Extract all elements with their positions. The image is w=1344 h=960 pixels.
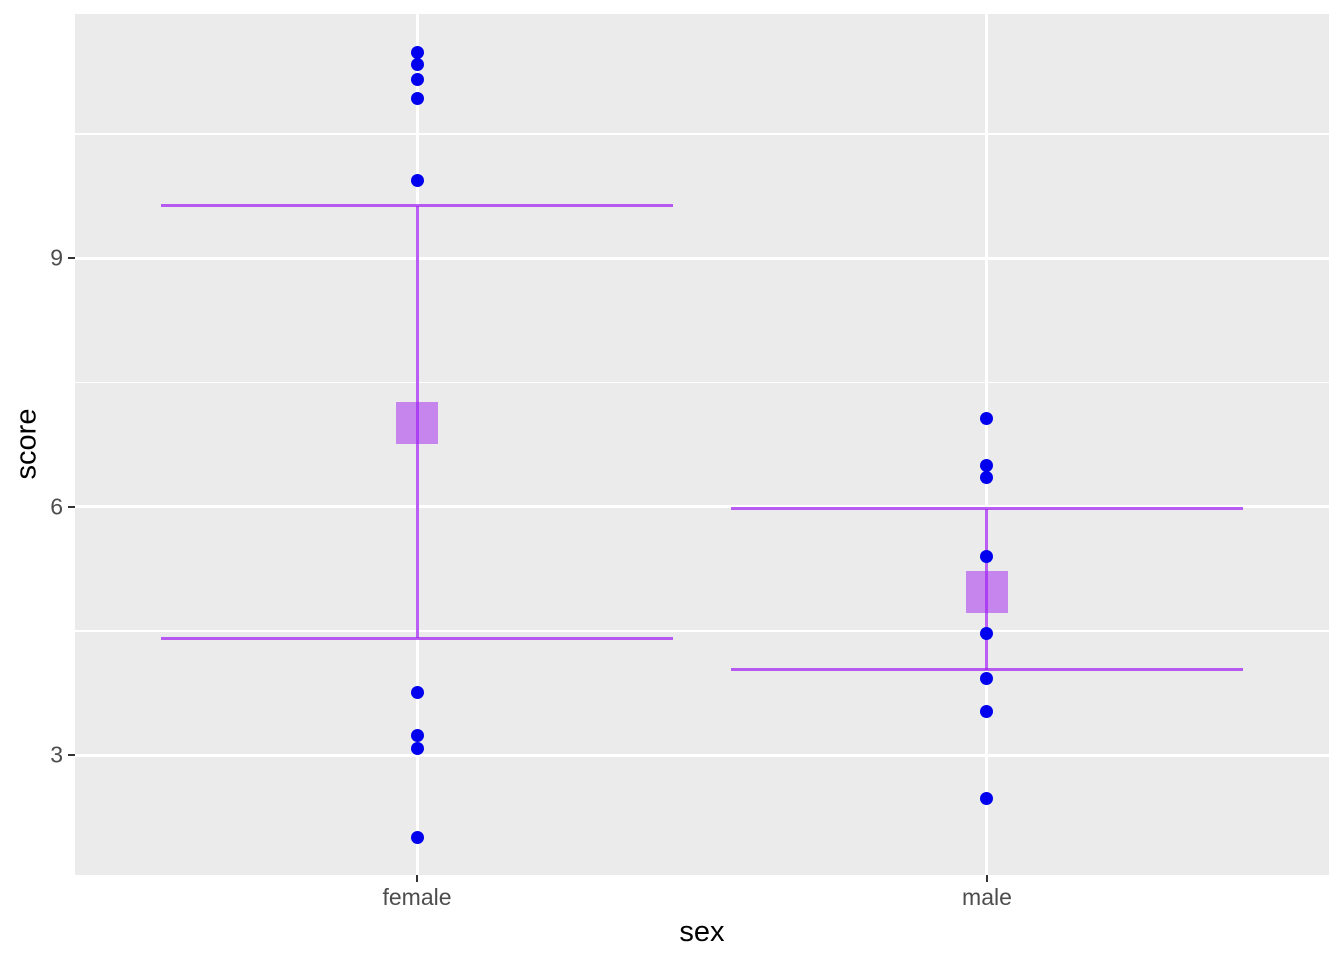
x-tick-label-male: male [962, 884, 1012, 910]
gridline-minor-y [75, 381, 1329, 383]
data-point [410, 830, 424, 844]
errorbar-whisker-top [161, 204, 673, 208]
data-point [980, 458, 994, 472]
gridline-major-y [75, 256, 1329, 260]
gridline-major-x [985, 14, 989, 875]
mean-square [965, 570, 1008, 613]
data-point [980, 412, 994, 426]
mean-square [396, 401, 438, 444]
x-axis-title: sex [679, 916, 725, 948]
data-point [410, 57, 424, 71]
data-point [410, 72, 424, 86]
errorbar-whisker-bottom [730, 668, 1243, 672]
y-axis-title: score [10, 408, 43, 480]
data-point [410, 174, 424, 188]
y-tick-mark [68, 257, 75, 259]
errorbar-whisker-bottom [161, 636, 673, 640]
plot-panel [75, 14, 1329, 875]
x-tick-mark [985, 875, 988, 882]
data-point [410, 685, 424, 699]
data-point [410, 92, 424, 106]
gridline-minor-y [75, 133, 1329, 135]
data-point [410, 741, 424, 755]
errorbar-whisker-top [730, 507, 1243, 511]
gridline-major-y [75, 753, 1329, 757]
data-point [980, 471, 994, 484]
y-tick-label: 6 [50, 493, 63, 519]
gridline-major-y [75, 505, 1329, 508]
x-tick-label-female: female [382, 884, 452, 910]
y-tick-mark [68, 505, 75, 508]
data-point [980, 672, 994, 686]
data-point [980, 549, 994, 563]
gridline-minor-y [75, 630, 1329, 632]
y-tick-mark [68, 754, 75, 756]
data-point [980, 792, 994, 806]
data-point [410, 729, 424, 743]
data-point [980, 626, 994, 640]
data-point [980, 704, 994, 718]
x-tick-mark [416, 875, 418, 882]
data-point [410, 46, 424, 60]
y-tick-label: 9 [50, 244, 63, 271]
y-tick-label: 3 [50, 741, 63, 768]
